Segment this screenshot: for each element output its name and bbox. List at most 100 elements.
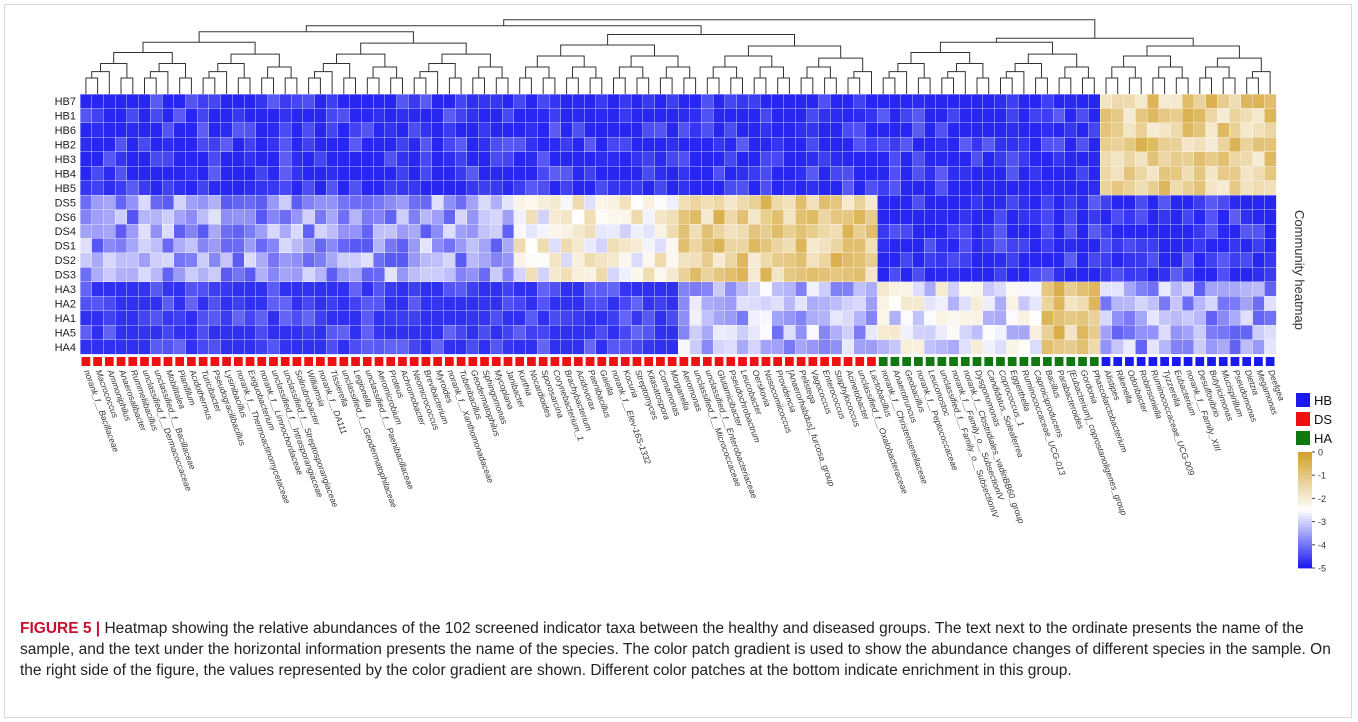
heatmap-cell	[572, 194, 585, 211]
heatmap-cell	[724, 310, 738, 326]
heatmap-cell	[279, 122, 292, 138]
heatmap-cell	[1228, 281, 1242, 297]
dendrogram-link	[1111, 66, 1136, 78]
heatmap-cell	[1264, 108, 1277, 124]
heatmap-cell	[548, 339, 562, 355]
heatmap-cell	[759, 151, 773, 167]
group-patch	[433, 357, 442, 366]
heatmap-cell	[490, 296, 503, 312]
heatmap-cell	[537, 324, 550, 341]
heatmap-cell	[255, 324, 269, 341]
heatmap-cell	[372, 137, 386, 153]
colorbar-step	[1298, 492, 1312, 496]
heatmap-cell	[642, 223, 656, 239]
heatmap-cell	[466, 267, 480, 283]
colorbar-legend: 0-1-2-3-4-5	[1298, 448, 1326, 574]
heatmap-cell	[759, 194, 773, 211]
dendrogram-link	[853, 71, 872, 94]
heatmap-cell	[947, 166, 960, 182]
heatmap-cell	[384, 166, 398, 182]
heatmap-cell	[959, 267, 972, 283]
heatmap-cell	[701, 267, 714, 283]
heatmap-cell	[302, 137, 315, 153]
heatmap-cell	[220, 296, 233, 312]
dendrogram-link	[777, 77, 790, 94]
heatmap-cell	[1111, 223, 1125, 239]
dendrogram-link	[917, 77, 931, 94]
heatmap-cell	[701, 310, 714, 326]
heatmap-cell	[243, 223, 257, 239]
heatmap-cell	[1076, 166, 1089, 182]
colorbar-tick-label: -4	[1318, 540, 1326, 550]
heatmap-cell	[736, 324, 749, 341]
heatmap-cell	[478, 151, 491, 167]
heatmap-cell	[1228, 180, 1242, 196]
heatmap-cell	[877, 93, 890, 109]
heatmap-cell	[1252, 339, 1265, 355]
column-dendrogram	[85, 19, 1271, 94]
heatmap-cell	[912, 281, 925, 297]
heatmap-cell	[1146, 151, 1160, 167]
heatmap-cell	[560, 108, 573, 124]
heatmap-cell	[326, 108, 339, 124]
heatmap-cell	[349, 252, 362, 268]
heatmap-cell	[924, 194, 937, 211]
heatmap-cell	[1264, 223, 1277, 239]
heatmap-cell	[173, 252, 187, 268]
heatmap-cell	[161, 324, 175, 341]
heatmap-cell	[947, 151, 960, 167]
heatmap-cell	[115, 108, 128, 124]
heatmap-cell	[830, 223, 843, 239]
heatmap-cell	[1064, 180, 1078, 196]
heatmap-cell	[197, 252, 210, 268]
heatmap-cell	[513, 339, 527, 355]
heatmap-cell	[759, 180, 773, 196]
figure-caption: FIGURE 5 | Heatmap showing the relative …	[20, 618, 1340, 681]
dendrogram-link	[1199, 77, 1212, 94]
heatmap-cell	[91, 281, 104, 297]
group-patch	[726, 357, 736, 366]
heatmap-cell	[103, 252, 116, 268]
heatmap-cell	[197, 137, 210, 153]
heatmap-cell	[689, 339, 702, 355]
heatmap-cell	[795, 223, 808, 239]
heatmap-cell	[302, 267, 315, 283]
heatmap-cell	[630, 339, 644, 355]
dendrogram-link	[1222, 77, 1236, 94]
dendrogram-link	[1123, 55, 1171, 67]
dendrogram-link	[941, 77, 954, 94]
heatmap-cell	[290, 339, 304, 355]
dendrogram-link	[1158, 66, 1183, 78]
heatmap-cell	[607, 324, 620, 341]
heatmap-cell	[771, 267, 785, 283]
heatmap-cell	[537, 281, 550, 297]
heatmap-cell	[337, 209, 351, 225]
heatmap-cell	[138, 122, 151, 138]
group-patch	[1160, 357, 1169, 366]
heatmap-cell	[314, 324, 327, 341]
dendrogram-link	[947, 71, 966, 94]
heatmap-cell	[302, 180, 315, 196]
heatmap-cell	[630, 223, 644, 239]
heatmap-cell	[1193, 93, 1207, 109]
heatmap-cell	[795, 296, 808, 312]
heatmap-cell	[689, 223, 702, 239]
heatmap-cell	[243, 238, 257, 254]
heatmap-cell	[748, 166, 761, 182]
heatmap-cell	[548, 223, 562, 239]
heatmap-cell	[1029, 310, 1042, 326]
heatmap-cell	[267, 137, 280, 153]
heatmap-cell	[126, 166, 140, 182]
dendrogram-link	[566, 77, 579, 94]
heatmap-cell	[232, 296, 245, 312]
heatmap-cell	[818, 209, 831, 225]
heatmap-cell	[525, 310, 538, 326]
heatmap-cell	[806, 122, 820, 138]
heatmap-cell	[513, 238, 527, 254]
heatmap-cell	[1135, 252, 1148, 268]
heatmap-cell	[959, 93, 972, 109]
row-label: HA2	[55, 298, 76, 310]
heatmap-cell	[490, 180, 503, 196]
heatmap-cell	[982, 252, 996, 268]
heatmap-cell	[677, 194, 691, 211]
